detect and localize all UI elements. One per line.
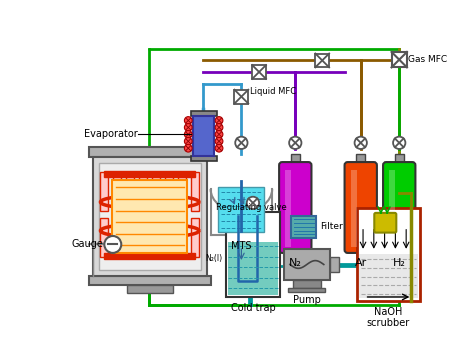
- Bar: [139, 218, 147, 257]
- Bar: [291, 155, 300, 165]
- Bar: [100, 218, 108, 257]
- Bar: [356, 155, 365, 165]
- Text: N₂(l): N₂(l): [205, 254, 222, 263]
- Circle shape: [215, 117, 223, 124]
- Circle shape: [393, 137, 405, 149]
- Circle shape: [215, 124, 223, 131]
- Circle shape: [104, 236, 121, 253]
- Bar: [104, 171, 195, 177]
- Bar: [252, 65, 266, 79]
- Bar: [99, 163, 201, 270]
- Bar: [113, 218, 121, 257]
- FancyBboxPatch shape: [374, 213, 396, 232]
- Circle shape: [184, 117, 192, 124]
- Bar: [191, 111, 217, 116]
- Text: Pump: Pump: [293, 295, 321, 305]
- Bar: [89, 147, 210, 157]
- Bar: [193, 116, 214, 156]
- Bar: [127, 172, 134, 211]
- Bar: [127, 218, 134, 257]
- Bar: [191, 218, 199, 257]
- Text: Ar: Ar: [355, 257, 367, 268]
- Bar: [357, 208, 420, 301]
- Bar: [100, 172, 108, 211]
- Text: Filter: Filter: [320, 222, 343, 231]
- Bar: [113, 172, 121, 211]
- Bar: [315, 53, 329, 67]
- Circle shape: [247, 197, 259, 209]
- Circle shape: [289, 137, 301, 149]
- Bar: [219, 187, 264, 231]
- Circle shape: [184, 124, 192, 131]
- Text: H₂: H₂: [393, 257, 406, 268]
- Text: Cold trap: Cold trap: [230, 303, 275, 313]
- Bar: [165, 218, 173, 257]
- Circle shape: [355, 137, 367, 149]
- Circle shape: [215, 145, 223, 152]
- Text: Gauge: Gauge: [72, 240, 104, 250]
- Bar: [292, 216, 316, 237]
- Text: Evaporator: Evaporator: [84, 129, 137, 139]
- Bar: [392, 52, 407, 67]
- Bar: [226, 212, 280, 297]
- Circle shape: [184, 145, 192, 152]
- Bar: [191, 172, 199, 211]
- Text: Gas MFC: Gas MFC: [409, 55, 447, 64]
- Circle shape: [235, 137, 247, 149]
- Bar: [235, 90, 248, 104]
- Bar: [104, 253, 195, 259]
- Circle shape: [184, 131, 192, 138]
- Text: Liquid MFC: Liquid MFC: [250, 88, 296, 96]
- Bar: [153, 172, 160, 211]
- Bar: [389, 170, 395, 247]
- Bar: [228, 242, 278, 295]
- Bar: [127, 285, 173, 293]
- Circle shape: [184, 137, 192, 145]
- FancyBboxPatch shape: [279, 162, 311, 253]
- Bar: [351, 170, 357, 247]
- Circle shape: [215, 131, 223, 138]
- Bar: [293, 280, 321, 288]
- Circle shape: [215, 137, 223, 145]
- Bar: [139, 172, 147, 211]
- Bar: [153, 218, 160, 257]
- Text: Regulating valve: Regulating valve: [216, 203, 287, 212]
- Bar: [395, 155, 404, 165]
- FancyBboxPatch shape: [345, 162, 377, 253]
- Bar: [191, 156, 217, 161]
- Bar: [284, 249, 330, 280]
- Bar: [285, 170, 292, 247]
- FancyBboxPatch shape: [383, 162, 415, 253]
- Bar: [178, 172, 186, 211]
- Bar: [112, 180, 188, 253]
- Text: N₂: N₂: [289, 257, 302, 268]
- Text: NaOH
scrubber: NaOH scrubber: [367, 307, 410, 329]
- Bar: [165, 172, 173, 211]
- Bar: [178, 218, 186, 257]
- Bar: [89, 276, 210, 285]
- Text: MTS: MTS: [231, 241, 252, 251]
- Bar: [359, 255, 418, 298]
- Bar: [330, 257, 339, 272]
- Bar: [93, 157, 207, 276]
- Bar: [288, 288, 325, 292]
